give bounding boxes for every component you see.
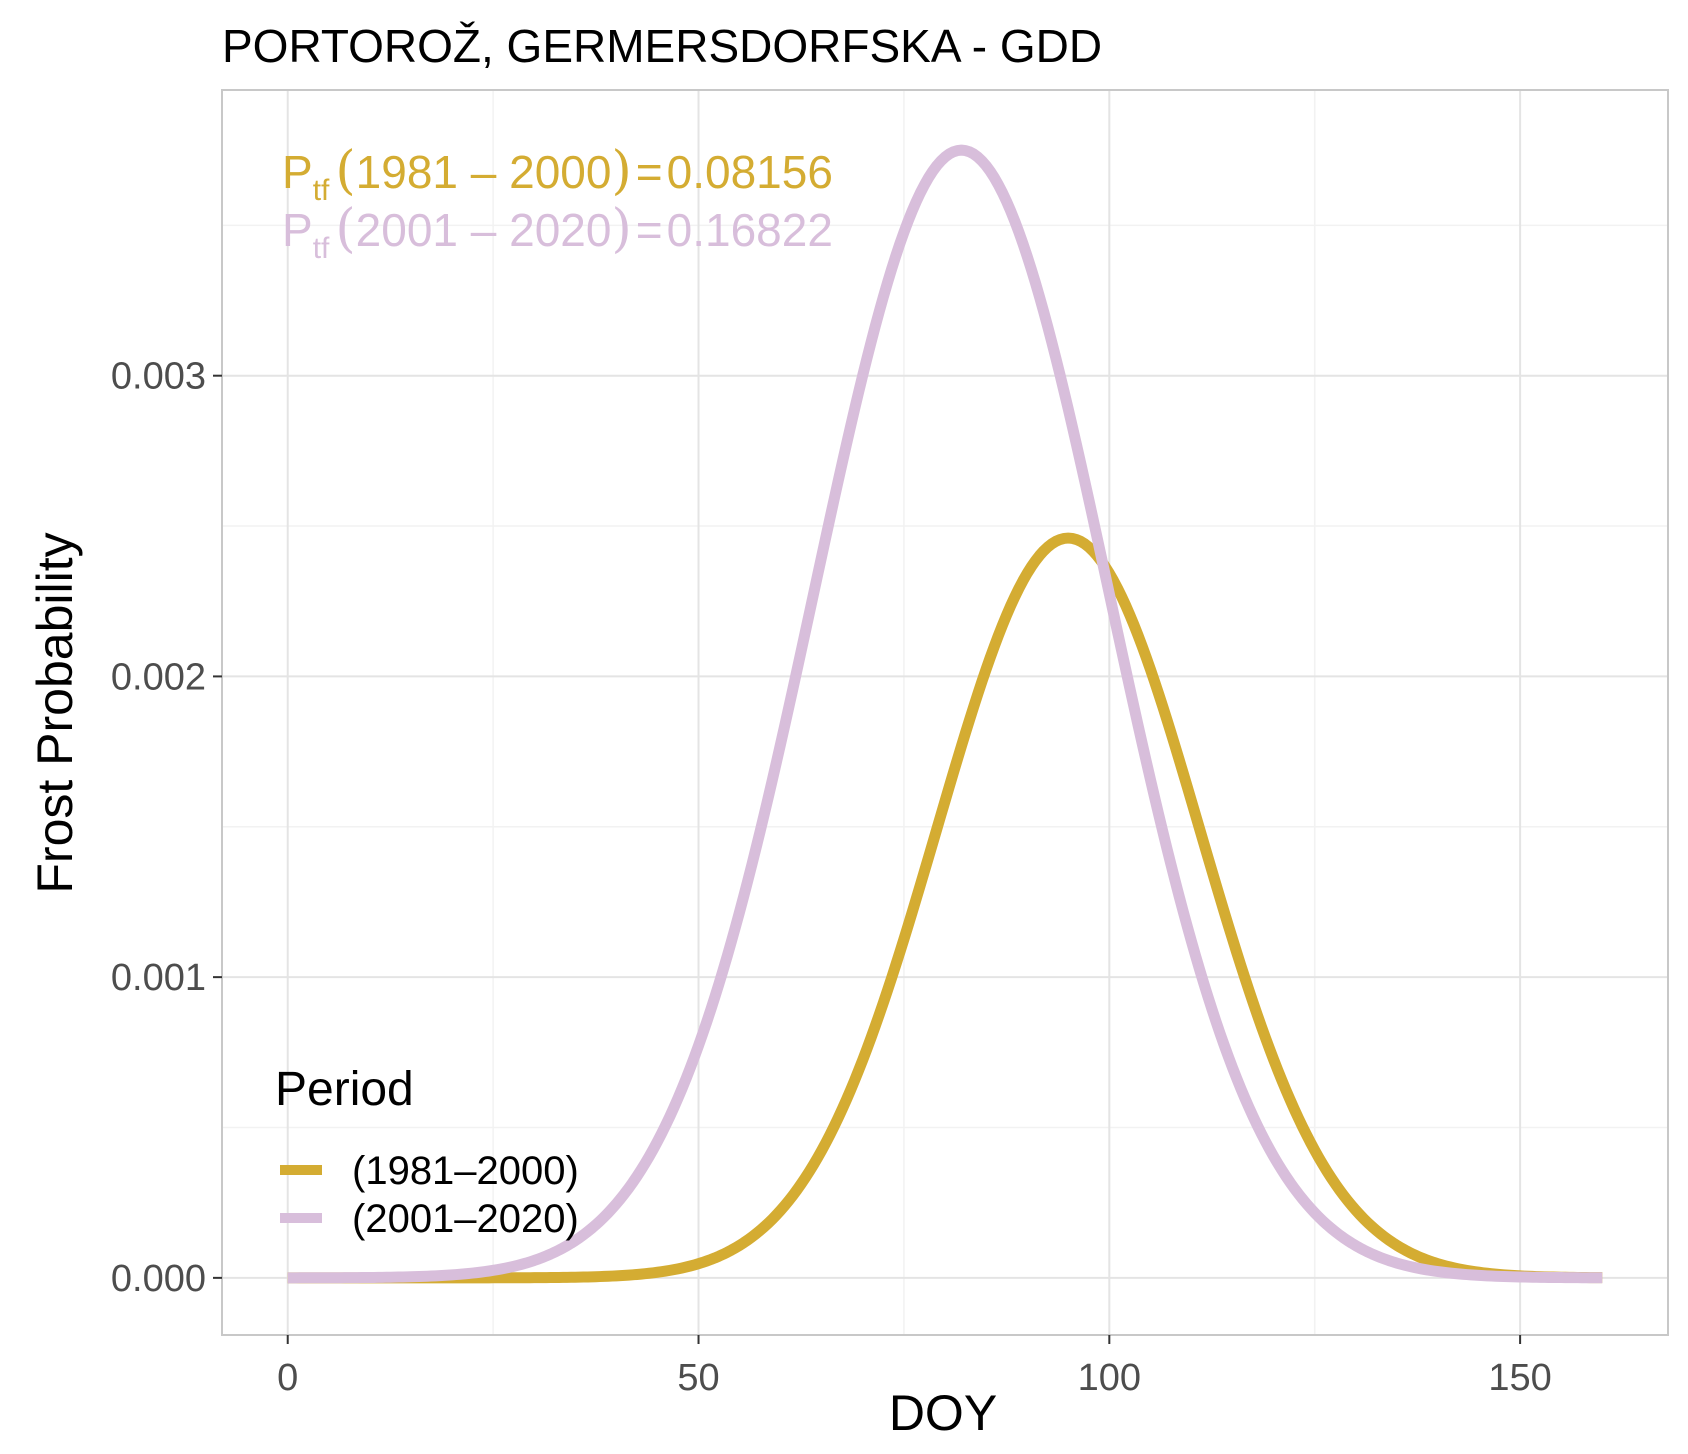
annotation-2001-2020: Ptf (2001 – 2020)=0.16822 xyxy=(282,199,833,265)
annotation-text-1981-2000: Ptf (1981 – 2000)=0.08156 xyxy=(282,141,833,207)
legend-title: Period xyxy=(275,1063,414,1116)
chart-title: PORTOROŽ, GERMERSDORFSKA - GDD xyxy=(222,20,1102,72)
y-axis-title: Frost Probability xyxy=(27,532,83,893)
ticks-layer: 0 50 100 150 0.000 0.001 0.002 0.003 xyxy=(111,356,1552,1399)
series-line-2001-2020 xyxy=(286,144,1604,1284)
series-layer xyxy=(286,144,1604,1284)
series-line-1981-2000 xyxy=(286,532,1604,1284)
annotation-text-2001-2020: Ptf (2001 – 2020)=0.16822 xyxy=(282,199,833,265)
y-tick-label: 0.002 xyxy=(111,656,206,698)
panel-border xyxy=(221,89,1669,1336)
y-tick-label: 0.003 xyxy=(111,356,206,398)
legend-label-1981-2000: (1981–2000) xyxy=(352,1149,579,1193)
annotation-1981-2000: Ptf (1981 – 2000)=0.08156 xyxy=(282,141,833,207)
legend: Period (1981–2000) (2001–2020) xyxy=(275,1063,579,1241)
x-tick-label: 50 xyxy=(677,1357,719,1399)
legend-label-2001-2020: (2001–2020) xyxy=(352,1197,579,1241)
x-tick-label: 100 xyxy=(1078,1357,1141,1399)
y-tick-label: 0.000 xyxy=(111,1258,206,1300)
x-axis-title: DOY xyxy=(889,1385,997,1441)
y-tick-label: 0.001 xyxy=(111,957,206,999)
x-tick-label: 0 xyxy=(277,1357,298,1399)
x-tick-label: 150 xyxy=(1488,1357,1551,1399)
